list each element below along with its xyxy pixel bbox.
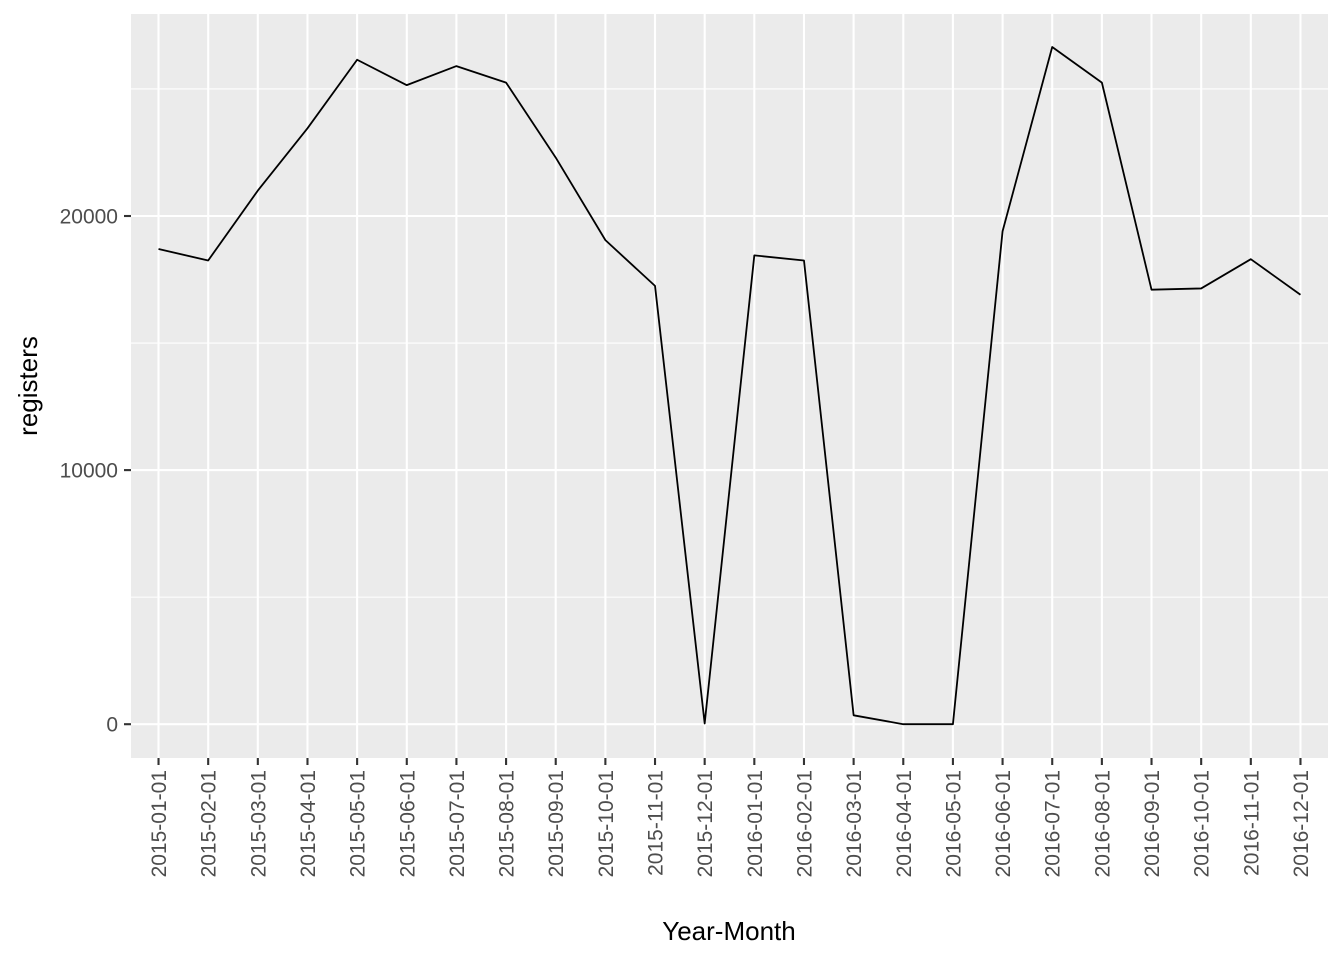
data-point (504, 81, 508, 85)
x-tick-label: 2015-02-01 (198, 770, 221, 877)
data-point (1150, 288, 1154, 292)
data-point (603, 238, 607, 242)
x-axis-tick-labels: 2015-01-01 2015-02-01 2015-03-01 2015-04-01… (148, 770, 1313, 877)
x-tick-label: 2015-04-01 (297, 770, 320, 877)
data-point (305, 126, 309, 130)
plot-panel (131, 14, 1328, 758)
x-tick-label: 2015-10-01 (595, 770, 618, 877)
x-tick-label: 2016-09-01 (1141, 770, 1164, 877)
data-point (1199, 286, 1203, 290)
x-axis-ticks (157, 758, 1302, 765)
data-line-series (158, 46, 1301, 726)
y-tick-label: 0 (106, 714, 118, 737)
data-point (554, 156, 558, 160)
x-tick-label: 2016-01-01 (744, 770, 767, 877)
x-tick-label: 2016-11-01 (1240, 770, 1263, 876)
data-point (752, 253, 756, 257)
data-point (206, 258, 210, 262)
data-point (1100, 81, 1104, 85)
x-tick-label: 2015-03-01 (247, 770, 270, 877)
x-tick-label: 2015-06-01 (396, 770, 419, 877)
data-point (454, 64, 458, 68)
x-tick-label: 2016-03-01 (843, 770, 866, 877)
data-point (1298, 293, 1302, 297)
x-tick-label: 2016-04-01 (893, 770, 916, 877)
data-point (802, 258, 806, 262)
x-tick-label: 2016-12-01 (1290, 770, 1313, 877)
x-tick-label: 2016-05-01 (942, 770, 965, 877)
x-tick-label: 2015-11-01 (645, 770, 668, 876)
data-point (405, 83, 409, 87)
y-axis-ticks (124, 214, 131, 726)
data-point (157, 247, 161, 251)
x-tick-label: 2016-06-01 (992, 770, 1015, 877)
x-tick-label: 2016-08-01 (1091, 770, 1114, 877)
x-tick-label: 2016-10-01 (1191, 770, 1214, 877)
data-point (1001, 229, 1005, 233)
x-axis-title: Year-Month (662, 916, 795, 946)
x-tick-label: 2015-12-01 (694, 770, 717, 877)
data-point (256, 189, 260, 193)
data-point (901, 722, 905, 726)
x-tick-label: 2016-07-01 (1042, 770, 1065, 877)
x-tick-label: 2015-08-01 (496, 770, 519, 877)
data-point (951, 722, 955, 726)
x-tick-label: 2015-01-01 (148, 770, 171, 877)
y-tick-label: 20000 (60, 206, 118, 229)
y-axis-tick-labels: 0 10000 20000 (60, 206, 118, 737)
y-axis-title: registers (13, 336, 43, 436)
x-tick-label: 2015-07-01 (446, 770, 469, 877)
data-point (1050, 45, 1054, 49)
data-point (653, 284, 657, 288)
data-point (703, 721, 707, 725)
data-point (852, 713, 856, 717)
data-point (1249, 257, 1253, 261)
data-point (355, 58, 359, 62)
x-tick-label: 2016-02-01 (793, 770, 816, 877)
y-tick-label: 10000 (60, 460, 118, 483)
major-gridlines (131, 14, 1328, 758)
minor-gridlines (131, 88, 1328, 598)
x-tick-label: 2015-09-01 (545, 770, 568, 877)
x-tick-label: 2015-05-01 (347, 770, 370, 877)
